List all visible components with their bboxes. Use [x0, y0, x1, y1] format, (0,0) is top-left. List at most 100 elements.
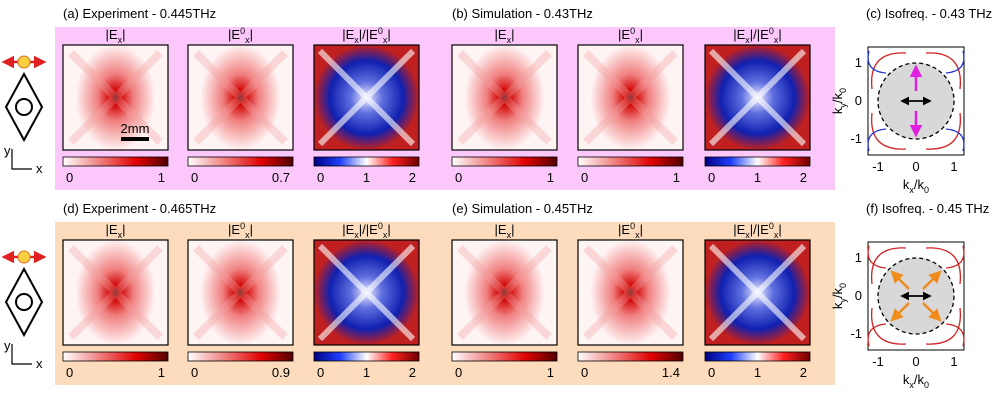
- map-title: |Ex|: [495, 27, 515, 45]
- y-axis-label-part: 0: [838, 283, 848, 288]
- light-cone-edge: [877, 257, 955, 335]
- colorbar-tick-label: 0: [191, 170, 198, 185]
- map-title-part: |: [778, 27, 781, 42]
- y-axis-label-part: k: [830, 302, 845, 309]
- map-title-part: 0: [378, 26, 383, 36]
- group-velocity-arrow: [890, 302, 910, 322]
- isofreq-contour: [925, 52, 962, 90]
- colorbar: [451, 156, 558, 167]
- map-title-part: x: [245, 230, 250, 240]
- colorbar-tick-label: 2: [800, 365, 807, 380]
- x-axis-label-part: k: [903, 372, 910, 387]
- map-frame: [704, 239, 811, 346]
- field-spot: [464, 240, 545, 345]
- isofreq-contour: [867, 245, 887, 269]
- isofreq-contour: [945, 50, 965, 74]
- map-title: |Ex|/|E0x|: [342, 26, 391, 45]
- ratio-x-pattern: [708, 243, 807, 342]
- map-title: |E0x|: [618, 26, 643, 45]
- map-title-part: |: [511, 27, 514, 42]
- x-tick-label: 0: [912, 354, 919, 369]
- map-title-part: |E: [733, 222, 745, 237]
- x-axis-label-part: x: [909, 380, 914, 390]
- field-spot: [75, 45, 156, 150]
- map-title-part: |: [122, 222, 125, 237]
- field-x-pattern: [457, 245, 552, 340]
- field-spot: [200, 45, 281, 150]
- map-title-part: 0: [630, 26, 635, 36]
- colorbar: [313, 156, 420, 167]
- y-axis-label-part: /k: [830, 287, 845, 298]
- x-axis-label: kx/k0: [903, 372, 929, 390]
- map-title-part: |/|E: [750, 27, 769, 42]
- map-title-part: x: [745, 35, 750, 45]
- colorbar-tick-label: 0: [708, 170, 715, 185]
- map-title-part: 0: [769, 221, 774, 231]
- map-title-part: 0: [378, 221, 383, 231]
- map-frame: [62, 44, 169, 151]
- axis-y-label: y: [4, 338, 11, 353]
- y-tick-label: -1: [850, 326, 862, 341]
- y-axis-label-part: y: [838, 103, 848, 108]
- map-frame: [451, 44, 558, 151]
- x-tick-label: 0: [912, 159, 919, 174]
- y-axis-label-part: k: [830, 107, 845, 114]
- map-title-part: x: [507, 230, 512, 240]
- map-title-part: x: [118, 230, 123, 240]
- sample-diamond: [4, 266, 44, 338]
- isofreq-contour: [867, 50, 887, 74]
- y-tick-label: 1: [855, 250, 862, 265]
- field-x-pattern: [193, 245, 288, 340]
- light-cone-edge: [877, 62, 955, 140]
- coordinate-axes: [11, 344, 32, 365]
- colorbar-tick-label: 1: [754, 170, 761, 185]
- isofreq-contour: [925, 307, 962, 345]
- map-frame: [577, 44, 684, 151]
- x-axis-label-part: /k: [914, 177, 925, 192]
- colorbar-tick-label: 0.7: [272, 170, 290, 185]
- map-title-part: |E: [106, 27, 118, 42]
- x-axis-label-part: 0: [924, 185, 929, 195]
- colorbar-tick-label: 1: [158, 170, 165, 185]
- y-axis-label-part: /k: [830, 92, 845, 103]
- colorbar: [704, 156, 811, 167]
- map-title: |Ex|: [106, 222, 126, 240]
- map-title-part: x: [507, 35, 512, 45]
- map-title-part: x: [635, 230, 640, 240]
- colorbar: [62, 351, 169, 362]
- colorbar-tick-label: 1: [547, 170, 554, 185]
- x-axis-label-part: /k: [914, 372, 925, 387]
- colorbar-tick-label: 0: [455, 170, 462, 185]
- map-title-part: |/|E: [750, 222, 769, 237]
- map-title-part: |E: [228, 222, 240, 237]
- isofreq-contour: [870, 307, 907, 345]
- colorbar: [577, 351, 684, 362]
- x-axis-label-part: 0: [924, 380, 929, 390]
- field-spot: [200, 240, 281, 345]
- group-velocity-arrow: [922, 270, 942, 290]
- isofreq-title: (f) Isofreq. - 0.45 THz: [866, 201, 989, 216]
- y-tick-label: 1: [855, 55, 862, 70]
- isofreq-contour: [945, 128, 965, 152]
- map-title: |Ex|: [106, 27, 126, 45]
- panel-label: (a) Experiment - 0.445THz: [63, 6, 216, 21]
- map-frame: [313, 44, 420, 151]
- map-frame: [577, 239, 684, 346]
- colorbar-tick-label: 1: [158, 365, 165, 380]
- map-frame: [187, 44, 294, 151]
- map-title-part: |: [250, 27, 253, 42]
- colorbar-tick-label: 1: [673, 170, 680, 185]
- map-title-part: x: [635, 35, 640, 45]
- map-title-part: x: [383, 230, 388, 240]
- isofreq-contour: [867, 128, 887, 152]
- field-x-pattern: [68, 245, 163, 340]
- group-velocity-arrow: [890, 270, 910, 290]
- isofreq-contour: [867, 323, 887, 347]
- colorbar-tick-label: 1: [363, 170, 370, 185]
- x-tick-label: 1: [950, 354, 957, 369]
- y-axis-label-part: 0: [838, 88, 848, 93]
- source-icon: [17, 250, 31, 264]
- ratio-x-pattern: [317, 48, 416, 147]
- colorbar: [704, 351, 811, 362]
